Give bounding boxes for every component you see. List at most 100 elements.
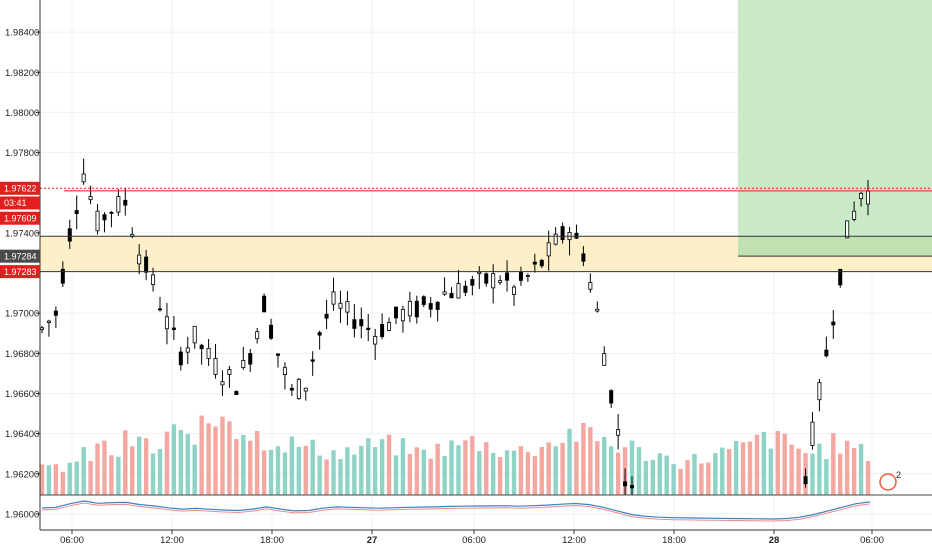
- x-tick-label: 28: [769, 535, 780, 546]
- candle-body: [310, 359, 315, 362]
- volume-bar: [310, 439, 315, 495]
- candle-body: [345, 300, 350, 313]
- price-tag: [0, 265, 40, 279]
- volume-bar: [747, 441, 753, 495]
- candle-body: [387, 322, 392, 331]
- price-axis[interactable]: 1.98400 1.98200 1.98000 1.97800 1.97400 1.970…: [5, 0, 41, 530]
- candle-body: [373, 336, 378, 345]
- volume-bar: [220, 416, 225, 495]
- volume-bar: [261, 450, 267, 495]
- volume-bar: [400, 438, 406, 495]
- volume-bar: [733, 440, 739, 495]
- x-tick-label: 27: [367, 535, 378, 546]
- volume-bar: [268, 449, 274, 495]
- volume-bar: [768, 448, 774, 495]
- candle-body: [241, 360, 246, 368]
- candle-body: [518, 271, 523, 281]
- volume-bar: [477, 451, 482, 495]
- candle-body: [53, 310, 58, 316]
- indicator-badge-count: 2: [896, 470, 901, 480]
- candle-body: [60, 268, 65, 284]
- candle-body: [331, 291, 336, 305]
- candle-body: [491, 273, 496, 289]
- oscillator-pane: [40, 494, 932, 522]
- candle-body: [581, 253, 586, 262]
- volume-bar: [345, 447, 350, 495]
- price-tag-label: 1.97284: [4, 251, 37, 261]
- x-tick-label: 18:00: [260, 535, 284, 546]
- volume-bar: [664, 455, 669, 495]
- candle-body: [102, 214, 107, 221]
- y-tick-label: 1.98000: [5, 108, 39, 119]
- candle-body: [185, 347, 190, 353]
- volume-bar: [636, 447, 642, 495]
- volume-bar: [81, 447, 86, 495]
- volume-bar: [463, 440, 468, 495]
- volume-bar: [615, 452, 621, 495]
- volume-bar: [692, 453, 697, 495]
- volume-bar: [699, 463, 704, 495]
- volume-bar: [248, 440, 253, 495]
- candle-body: [151, 274, 156, 285]
- volume-bar: [851, 448, 857, 495]
- volume-bar: [109, 455, 114, 495]
- candle-body: [164, 316, 169, 330]
- x-tick-label: 12:00: [562, 535, 586, 546]
- candle-body: [866, 190, 871, 205]
- volume-bar: [421, 449, 426, 495]
- price-tag: [0, 181, 40, 195]
- volume-bar: [366, 438, 371, 495]
- candle-body: [560, 226, 565, 241]
- candle-body: [324, 313, 329, 319]
- candle-body: [74, 210, 79, 215]
- candle-body: [269, 324, 274, 339]
- candle-body: [539, 259, 544, 267]
- volume-bar: [227, 421, 232, 495]
- price-tag: [0, 211, 40, 225]
- candle-body: [449, 292, 454, 299]
- volume-bar: [282, 452, 288, 495]
- volume-bar: [581, 422, 586, 495]
- y-tick-label: 1.96200: [5, 469, 39, 480]
- candle-body: [282, 367, 287, 375]
- volume-bar: [629, 440, 635, 495]
- candle-body: [435, 301, 440, 310]
- candle-body: [838, 268, 843, 286]
- candle-body: [477, 271, 482, 275]
- candle-body: [845, 220, 850, 239]
- volume-bar: [150, 453, 156, 495]
- volume-bar: [428, 458, 433, 495]
- candle-body: [852, 210, 857, 220]
- candle-body: [206, 347, 211, 359]
- volume-bar: [796, 448, 801, 495]
- indicator-badge[interactable]: 2: [879, 470, 901, 491]
- volume-bar: [414, 447, 420, 495]
- time-axis[interactable]: 06:00 12:00 18:00 27 06:00 12:00 18:00 28 06:00: [40, 529, 932, 546]
- candle-body: [144, 256, 149, 273]
- volume-bar: [442, 456, 447, 495]
- candle-body: [442, 291, 447, 295]
- volume-bar: [435, 443, 440, 495]
- volume-bar: [595, 441, 600, 495]
- target-zone: [738, 0, 932, 257]
- volume-bar: [449, 440, 454, 495]
- volume-bar: [296, 446, 302, 495]
- y-tick-label: 1.98200: [5, 68, 39, 79]
- x-tick-label: 12:00: [160, 535, 184, 546]
- volume-bar: [844, 440, 850, 495]
- candle-body: [116, 196, 121, 213]
- candle-body: [393, 306, 398, 319]
- volume-bar: [553, 446, 558, 495]
- volume-bar: [775, 431, 780, 495]
- volume-bar: [206, 423, 211, 495]
- candle-body: [227, 369, 232, 375]
- volume-bar: [602, 436, 607, 495]
- candle-body: [831, 321, 836, 326]
- candle-body: [553, 233, 558, 245]
- volume-bar: [726, 449, 732, 495]
- price-tag: [0, 249, 40, 263]
- candle-body: [428, 303, 433, 310]
- volume-bar: [754, 434, 760, 495]
- candle-body: [213, 357, 218, 375]
